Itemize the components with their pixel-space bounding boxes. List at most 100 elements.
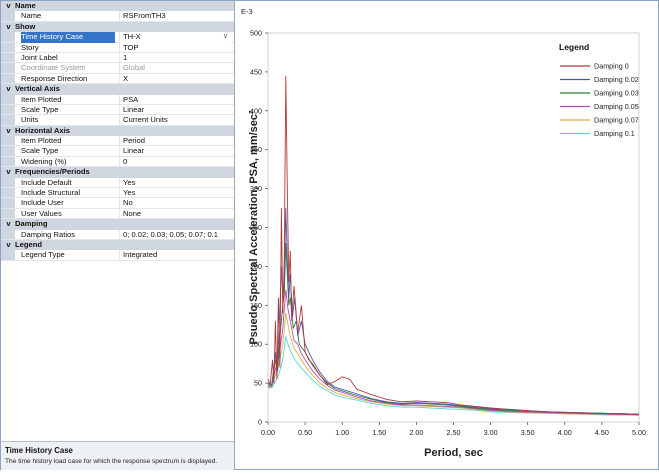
x-tick-label: 4.50 — [595, 428, 609, 437]
help-title: Time History Case — [5, 446, 73, 455]
property-value[interactable]: PSA — [119, 94, 231, 105]
property-name: Widening (%) — [21, 156, 67, 166]
property-name: Story — [21, 42, 39, 52]
legend-title: Legend — [559, 42, 589, 52]
row-gutter — [1, 73, 15, 84]
property-row-scale-type[interactable]: Scale Type Linear — [1, 104, 234, 116]
collapse-chevron-icon[interactable]: v — [6, 125, 11, 135]
property-value[interactable]: Period — [119, 136, 231, 147]
property-row-include-structural[interactable]: Include Structural Yes — [1, 188, 234, 199]
collapse-chevron-icon[interactable]: v — [6, 167, 11, 177]
property-row-coordinate-system[interactable]: Coordinate System Global — [1, 63, 234, 74]
property-row-scale-type[interactable]: Scale Type Linear — [1, 146, 234, 157]
series-line-damping-0-07 — [268, 313, 640, 416]
row-gutter — [1, 32, 15, 42]
property-name: Legend Type — [21, 250, 65, 260]
row-gutter — [1, 177, 15, 188]
row-gutter — [1, 115, 15, 125]
collapse-chevron-icon[interactable]: v — [6, 84, 11, 94]
property-value[interactable]: 1 — [119, 52, 231, 64]
chart-panel: E-3 0 50 100 150 200 250 300 350 400 450 500 0.00 0.5… — [235, 1, 658, 469]
property-name: Include Structural — [21, 188, 81, 198]
collapse-chevron-icon[interactable]: v — [6, 239, 11, 249]
row-gutter — [1, 146, 15, 156]
legend-entry: Damping 0.07 — [594, 116, 639, 125]
category-legend[interactable]: v Legend — [1, 239, 234, 251]
category-label: Legend — [15, 239, 43, 249]
property-row-name[interactable]: Name RSFromTH3 — [1, 11, 234, 22]
property-name: Include Default — [21, 177, 72, 187]
series-line-damping-0-1 — [268, 336, 639, 416]
property-row-units[interactable]: Units Current Units — [1, 115, 234, 126]
property-value[interactable]: Integrated — [119, 250, 231, 261]
collapse-chevron-icon[interactable]: v — [6, 1, 11, 10]
property-value[interactable]: TH-X — [119, 32, 231, 43]
property-row-legend-type[interactable]: Legend Type Integrated — [1, 250, 234, 261]
property-row-user-values[interactable]: User Values None — [1, 208, 234, 220]
property-value[interactable]: Current Units — [119, 115, 231, 126]
category-horizontal-axis[interactable]: v Horizontal Axis — [1, 125, 234, 137]
category-show[interactable]: v Show — [1, 21, 234, 33]
properties-panel: v Name Name RSFromTH3 v Show Time History Case… — [1, 1, 235, 470]
category-damping[interactable]: v Damping — [1, 219, 234, 230]
row-gutter — [1, 188, 15, 198]
category-label: Damping — [15, 219, 48, 229]
property-value[interactable]: TOP — [119, 42, 231, 53]
property-row-damping-ratios[interactable]: Damping Ratios 0; 0.02; 0.03; 0.05; 0.07;… — [1, 229, 234, 240]
property-row-story[interactable]: Story TOP — [1, 42, 234, 53]
property-name: Scale Type — [21, 146, 59, 156]
property-value[interactable]: 0 — [119, 156, 231, 168]
row-gutter — [1, 208, 15, 219]
property-row-include-default[interactable]: Include Default Yes — [1, 177, 234, 189]
property-name: Time History Case — [21, 32, 115, 43]
dropdown-arrow-icon[interactable]: v — [223, 33, 228, 41]
property-value: Global — [119, 63, 231, 74]
property-value[interactable]: Linear — [119, 146, 231, 157]
row-gutter — [1, 94, 15, 104]
property-value[interactable]: No — [119, 198, 231, 209]
legend-entry: Damping 0.05 — [594, 102, 639, 111]
y-tick-label: 500 — [250, 29, 262, 38]
y-tick-label: 50 — [254, 379, 262, 388]
property-row-item-plotted[interactable]: Item Plotted PSA — [1, 94, 234, 105]
collapse-chevron-icon[interactable]: v — [6, 219, 11, 229]
row-gutter — [1, 250, 15, 260]
y-tick-label: 150 — [250, 301, 262, 310]
property-row-time-history-case[interactable]: Time History Case TH-X v — [1, 32, 234, 43]
row-gutter — [1, 42, 15, 52]
property-value[interactable]: 0; 0.02; 0.03; 0.05; 0.07; 0.1 — [119, 229, 231, 240]
property-value[interactable]: Linear — [119, 104, 231, 116]
x-tick-label: 4.00 — [558, 428, 572, 437]
row-gutter — [1, 52, 15, 63]
property-value[interactable]: None — [119, 208, 231, 220]
property-value[interactable]: X — [119, 73, 231, 85]
property-grid: v Name Name RSFromTH3 v Show Time History Case… — [1, 1, 234, 261]
category-name[interactable]: v Name — [1, 1, 234, 12]
property-row-item-plotted[interactable]: Item Plotted Period — [1, 136, 234, 147]
property-row-widening[interactable]: Widening (%) 0 — [1, 156, 234, 168]
property-value[interactable]: Yes — [119, 177, 231, 189]
property-value[interactable]: Yes — [119, 188, 231, 199]
category-frequencies-periods[interactable]: v Frequencies/Periods — [1, 167, 234, 178]
property-name: Coordinate System — [21, 63, 86, 73]
category-vertical-axis[interactable]: v Vertical Axis — [1, 84, 234, 95]
x-tick-label: 2.00 — [409, 428, 423, 437]
x-tick-label: 0.50 — [298, 428, 312, 437]
row-gutter — [1, 63, 15, 73]
y-tick-label: 300 — [250, 184, 262, 193]
property-row-include-user[interactable]: Include User No — [1, 198, 234, 209]
y-scale-label: E-3 — [241, 7, 253, 16]
property-name: Item Plotted — [21, 94, 62, 104]
property-name: Units — [21, 115, 39, 125]
x-tick-label: 5.00 — [632, 428, 646, 437]
category-label: Name — [15, 1, 36, 10]
y-tick-label: 100 — [250, 340, 262, 349]
property-row-joint-label[interactable]: Joint Label 1 — [1, 52, 234, 64]
category-label: Horizontal Axis — [15, 125, 70, 135]
property-row-response-direction[interactable]: Response Direction X — [1, 73, 234, 85]
property-value[interactable]: RSFromTH3 — [119, 11, 231, 22]
category-label: Vertical Axis — [15, 84, 60, 94]
collapse-chevron-icon[interactable]: v — [6, 21, 11, 31]
x-tick-label: 2.50 — [447, 428, 461, 437]
